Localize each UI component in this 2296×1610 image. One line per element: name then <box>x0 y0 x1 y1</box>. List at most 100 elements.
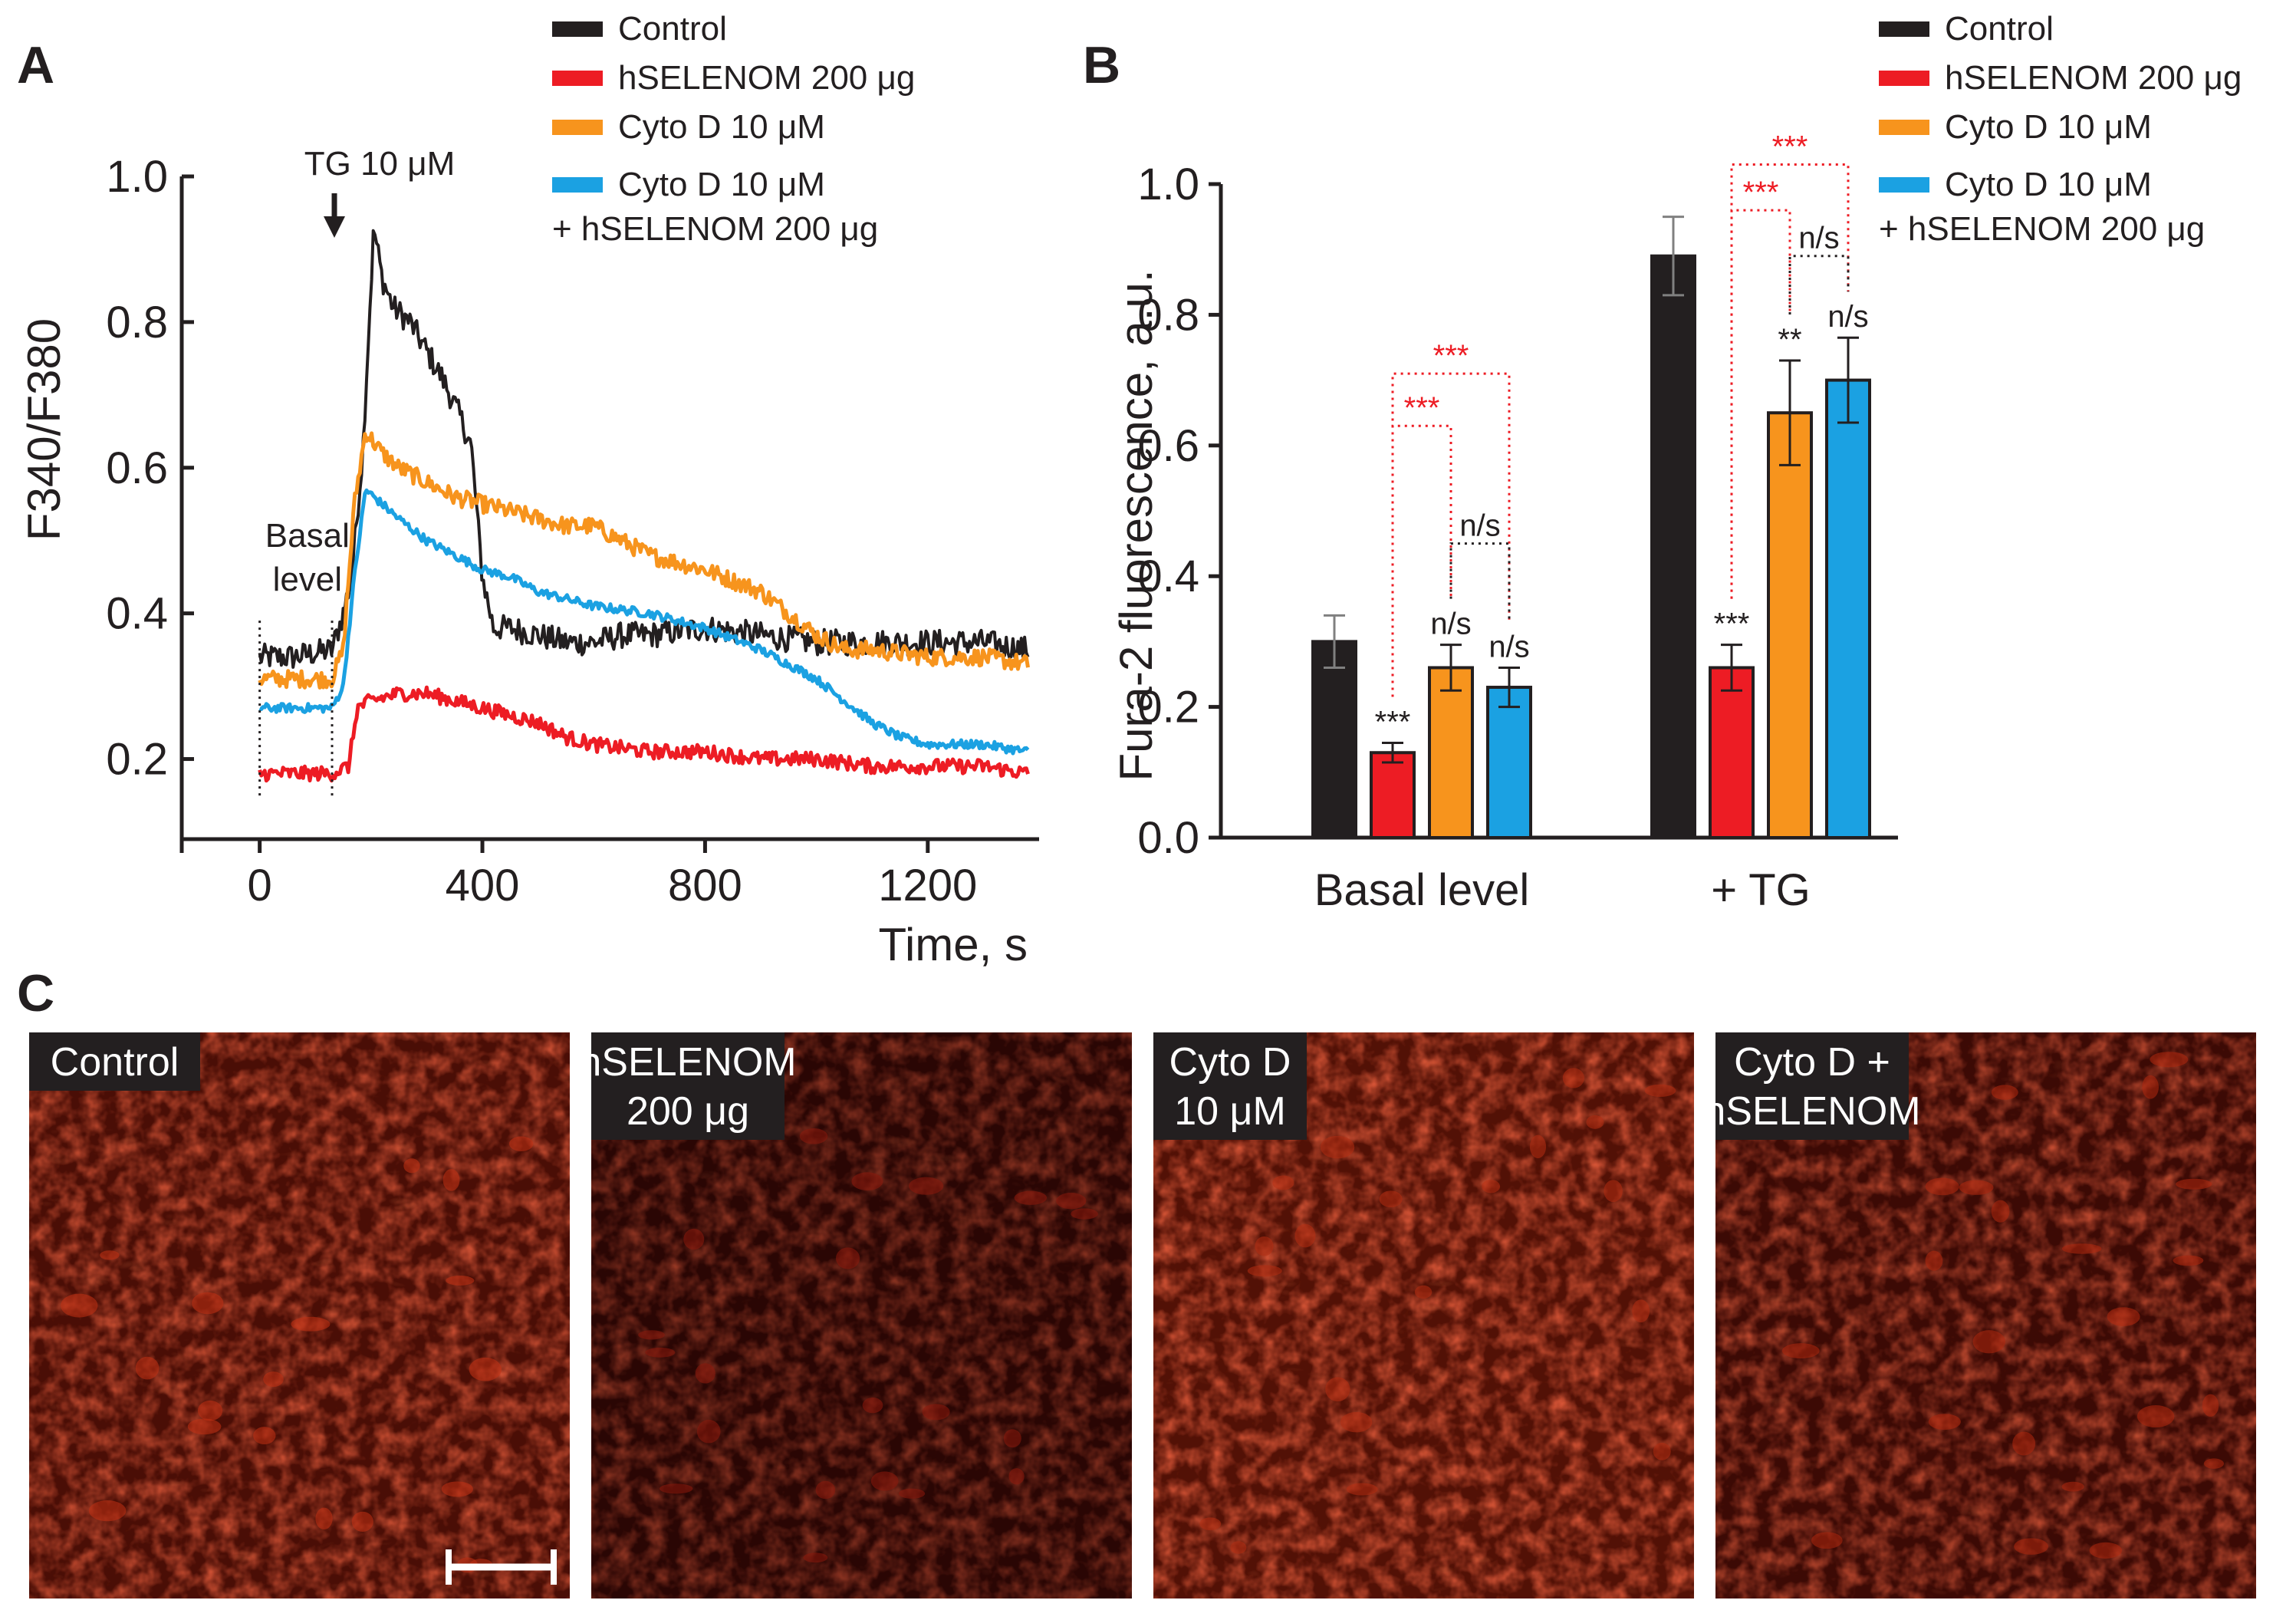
micrograph-bright-cell <box>2061 1481 2084 1492</box>
panel-a-legend-label: Cyto D 10 μM <box>618 108 825 146</box>
panel-b-legend-label: hSELENOM 200 μg <box>1945 59 2242 97</box>
panel-b-bar <box>1486 686 1532 839</box>
panel-b-bracket-label: n/s <box>1459 509 1500 543</box>
micrograph-bright-cell <box>2014 1538 2049 1555</box>
panel-b-bar <box>1428 666 1474 839</box>
panel-b-bracket-label: *** <box>1743 176 1779 209</box>
panel-b-category-label: Basal level <box>1314 865 1529 915</box>
panel-b-legend-swatch <box>1879 120 1929 135</box>
panel-b-legend-swatch <box>1879 21 1929 37</box>
micrograph-label: 10 μM <box>1174 1089 1286 1134</box>
panel-b-bar-significance-label: n/s <box>1827 300 1868 334</box>
panel-b-letter: B <box>1083 36 1120 94</box>
micrograph-bright-cell <box>1294 1223 1316 1248</box>
micrograph-bright-cell <box>1991 1085 2018 1100</box>
micrograph-bright-cell <box>403 1158 420 1174</box>
panel-a-x-tick-label: 800 <box>668 861 742 910</box>
micrograph-bright-cell <box>1325 1377 1350 1402</box>
panel-a-y-tick-label: 1.0 <box>106 152 168 202</box>
panel-b-bracket-label: *** <box>1404 391 1440 425</box>
panel-b-y-tick-label: 0.6 <box>1137 421 1199 471</box>
micrograph-bright-cell <box>1014 1190 1048 1205</box>
panel-a-annotations: Basal level TG 10 μM <box>258 145 455 799</box>
panel-b-bars: *** *** n/s ** n/s n/s <box>1311 216 1871 840</box>
panel-b-bracket <box>1730 163 1850 599</box>
micrograph-bright-cell <box>1653 1442 1671 1460</box>
panel-a-legend-label: + hSELENOM 200 μg <box>552 210 878 248</box>
micrograph-bright-cell <box>696 1419 721 1444</box>
panel-b-legend-label: Control <box>1945 10 2054 48</box>
micrograph-bright-cell <box>922 1404 950 1421</box>
micrograph-bright-cell <box>1056 1192 1087 1210</box>
micrograph-bright-cell <box>1003 1429 1021 1448</box>
panel-b-y-tick-label: 0.8 <box>1137 290 1199 340</box>
micrograph-label: Cyto D <box>1169 1040 1291 1085</box>
panel-b-bracket-label: *** <box>1772 130 1808 163</box>
panel-b-y-axis-label: Fura-2 fluorescence, a.u. <box>1110 269 1162 781</box>
panel-b-y-tick-label: 0.0 <box>1137 813 1199 863</box>
panel-a-basal-label: Basal <box>265 517 350 555</box>
panel-b-bar <box>1767 411 1813 839</box>
micrograph-bright-cell <box>851 1172 883 1191</box>
micrograph-bright-cell <box>1928 1414 1961 1431</box>
micrograph-label: hSELENOM <box>579 1040 796 1085</box>
panel-b-bracket <box>1788 255 1850 315</box>
micrograph-label: hSELENOM <box>1703 1089 1920 1134</box>
panel-a-legend-swatch <box>552 177 603 193</box>
micrograph-bright-cell <box>351 1511 373 1533</box>
panel-b-bracket <box>1391 372 1511 697</box>
micrograph-bright-cell <box>908 1177 944 1195</box>
micrograph-bright-cell <box>1199 1517 1222 1531</box>
panel-a-basal-label: level <box>273 561 343 598</box>
micrograph-bright-cell <box>695 1363 715 1384</box>
micrograph-bright-cell <box>2176 1178 2212 1190</box>
panel-a-y-tick-label: 0.8 <box>106 298 168 347</box>
panel-a-x-axis-label: Time, s <box>879 919 1028 970</box>
micrograph-bright-cell <box>1320 1135 1355 1159</box>
micrograph-bright-cell <box>1272 1175 1294 1190</box>
panel-a-series-lines <box>258 229 1030 783</box>
panel-b-y-tick-label: 0.4 <box>1137 551 1199 601</box>
micrograph-bright-cell <box>1781 1343 1820 1359</box>
micrograph-bright-cell <box>1255 1236 1274 1256</box>
panel-a-series-line <box>258 229 1030 669</box>
micrograph-bright-cell <box>100 1250 120 1260</box>
micrograph-bright-cell <box>1008 1468 1025 1485</box>
panel-a-y-axis-label: F340/F380 <box>18 318 70 541</box>
micrograph-bright-cell <box>88 1500 127 1522</box>
panel-b-bar <box>1370 751 1416 839</box>
micrograph-bright-cell <box>2107 1307 2140 1326</box>
micrograph-bright-cell <box>508 1136 534 1152</box>
panel-a-legend-swatch <box>552 120 603 135</box>
micrograph-bright-cell <box>1959 1180 1994 1195</box>
micrograph-bright-cell <box>645 1347 676 1358</box>
micrograph-bright-cell <box>2150 1052 2189 1068</box>
panel-a-axes: 0.2 0.4 0.6 0.8 1.0 0 400 800 1200 <box>106 152 1039 910</box>
panel-b-category-label: + TG <box>1711 865 1810 915</box>
micrograph-bright-cell <box>1529 1134 1547 1159</box>
micrograph-bright-cell <box>1991 1200 2010 1223</box>
panel-a-legend-label: hSELENOM 200 μg <box>618 59 915 97</box>
panel-a-series-line <box>258 431 1030 690</box>
scale-bar <box>446 1549 557 1585</box>
panel-a-line-chart: 0.2 0.4 0.6 0.8 1.0 0 400 800 1200 Basal level TG … <box>18 10 1039 970</box>
micrograph-bright-cell <box>2142 1075 2159 1099</box>
panel-b-bar-significance-label: ** <box>1778 323 1801 357</box>
panel-b-bar-significance-label: *** <box>1714 607 1750 641</box>
micrograph-bright-cell <box>1379 1190 1403 1208</box>
panel-a-legend-label: Control <box>618 10 727 48</box>
panel-b-y-tick-label: 0.2 <box>1137 683 1199 733</box>
micrograph-label-box <box>1153 1032 1307 1140</box>
panel-a-y-tick-label: 0.2 <box>106 735 168 785</box>
panel-a-x-tick-label: 1200 <box>878 861 977 910</box>
panel-b-bar-significance-label: n/s <box>1488 630 1529 663</box>
panel-a-legend-swatch <box>552 21 603 37</box>
panel-b-bracket-label: *** <box>1433 339 1469 373</box>
micrograph-tile: Cyto D +hSELENOM <box>1703 1032 2256 1598</box>
micrograph-bright-cell <box>2202 1394 2219 1417</box>
panel-b-bracket-label: n/s <box>1798 222 1839 255</box>
panel-a-x-tick-label: 0 <box>248 861 272 910</box>
micrograph-bright-cell <box>1604 1180 1623 1203</box>
micrograph-bright-cell <box>1644 1084 1676 1098</box>
